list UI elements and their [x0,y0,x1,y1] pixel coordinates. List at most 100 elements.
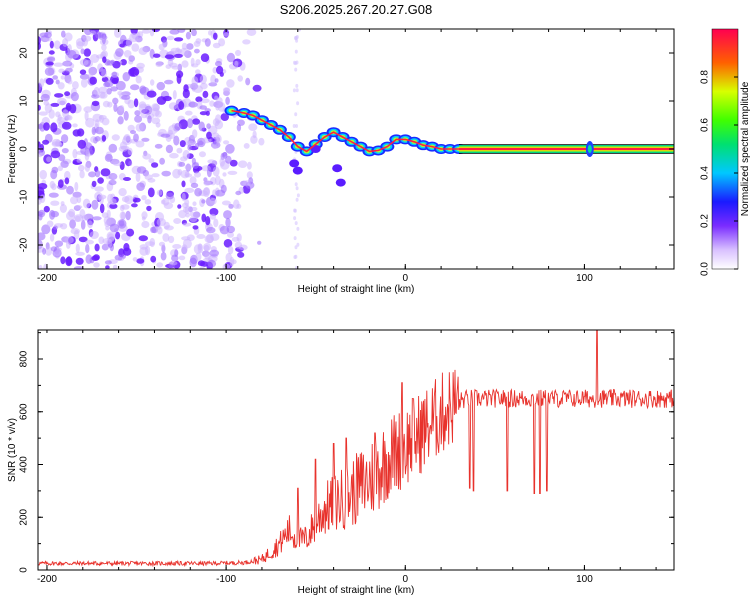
noise-blob [168,235,175,244]
noise-blob [78,236,88,243]
noise-blob [52,75,58,80]
spectrogram-y-tick-label: -20 [19,237,30,252]
noise-blob [88,171,97,178]
noise-blob [95,126,104,135]
noise-blob [294,245,298,250]
noise-blob [247,161,252,170]
noise-blob [141,211,148,220]
noise-blob [136,166,147,174]
noise-blob [199,151,206,158]
noise-blob [112,97,119,105]
noise-blob [94,243,100,252]
noise-blob [203,244,210,252]
noise-blob [292,124,296,128]
noise-blob [195,252,202,261]
noise-blob [147,187,155,198]
noise-blob [67,50,77,59]
noise-blob [293,236,297,241]
noise-blob [38,183,48,190]
noise-blob [129,32,139,43]
noise-blob [134,115,143,123]
noise-blob [209,100,215,107]
noise-blob [111,134,120,141]
noise-blob [80,220,86,230]
noise-blob [61,121,72,130]
noise-blob [295,197,299,202]
noise-blob [50,150,61,159]
noise-blob [141,29,151,34]
ridge-side-lobe [289,159,300,168]
noise-blob [165,144,173,154]
noise-blob [83,48,92,57]
colorbar-tick-label: 0.6 [700,118,711,132]
spectrogram-y-tick-label: 0 [19,146,30,152]
noise-blob [92,113,102,123]
snr-x-tick-label: -100 [216,574,236,585]
noise-blob [57,82,65,90]
noise-blob [236,124,242,132]
noise-blob [133,197,141,203]
noise-blob [141,220,150,229]
noise-blob [170,47,180,53]
noise-blob [133,133,139,142]
ridge-blip [587,145,592,153]
noise-blob [196,234,206,239]
spectrogram-y-tick-label: -10 [19,189,30,204]
noise-blob [118,188,127,197]
noise-blob [38,123,44,130]
noise-blob [179,140,186,148]
noise-blob [183,206,189,213]
noise-blob [117,116,124,125]
noise-blob [102,56,107,63]
noise-blob [150,255,157,263]
noise-blob [200,98,210,104]
noise-blob [202,90,209,98]
noise-blob [135,172,141,183]
noise-blob [87,220,93,229]
noise-blob [174,37,184,42]
noise-blob [195,38,202,44]
noise-blob [48,109,55,119]
noise-blob [164,54,175,59]
noise-blob [39,78,45,88]
noise-blob [53,62,64,67]
noise-blob [223,32,230,37]
noise-blob [257,240,262,245]
noise-blob [194,171,201,178]
noise-blob [38,104,41,111]
noise-blob [225,155,232,164]
noise-blob [203,180,212,186]
noise-blob [151,107,160,117]
noise-blob [195,69,201,75]
noise-blob [191,206,198,212]
noise-blob [43,205,50,213]
noise-blob [109,198,117,206]
noise-blob [64,177,70,185]
noise-blob [245,77,251,86]
spectrogram-x-tick-label: -200 [37,273,57,284]
noise-blob [195,59,201,66]
noise-blob [121,95,131,100]
noise-blob [110,86,118,92]
noise-blob [115,231,121,240]
noise-blob [212,42,221,49]
noise-blob [91,180,97,188]
noise-blob [197,260,205,267]
noise-blob [128,161,133,166]
noise-blob [252,130,257,139]
noise-blob [91,100,100,107]
noise-blob [67,78,73,85]
noise-blob [258,137,265,146]
noise-blob [79,73,90,80]
noise-blob [49,40,54,49]
noise-blob [194,142,200,149]
noise-blob [236,233,242,242]
noise-blob [98,236,105,245]
noise-blob [76,196,82,204]
noise-blob [169,261,178,266]
noise-blob [57,97,67,106]
noise-blob [44,31,52,39]
noise-blob [144,105,153,115]
noise-blob [47,56,56,63]
noise-blob [43,122,50,131]
